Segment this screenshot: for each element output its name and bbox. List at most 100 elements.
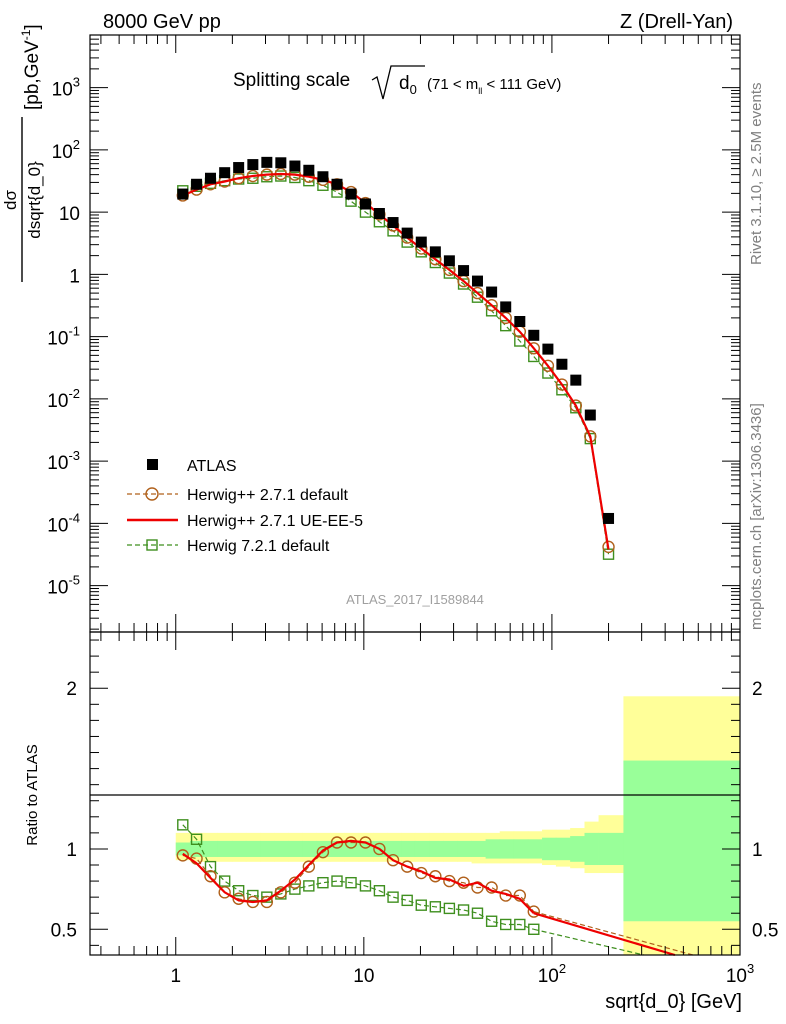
header-right: Z (Drell-Yan) bbox=[620, 11, 733, 33]
ratio-band-green bbox=[513, 839, 529, 859]
rivet-label: Rivet 3.1.10, ≥ 2.5M events bbox=[748, 83, 765, 266]
ratio-band-green bbox=[471, 840, 486, 857]
ratio-point-herwig-7-2-1-default bbox=[289, 883, 301, 895]
ratio-band-green bbox=[231, 840, 247, 857]
ratio-point-herwig-7-2-1-default bbox=[457, 904, 470, 916]
ratio-line-herwig-2-7-1-default bbox=[182, 841, 535, 912]
main-point-atlas bbox=[584, 409, 596, 421]
ratio-point-herwig-2-7-1-default bbox=[400, 860, 414, 873]
ratio-y-tick-label: 2 bbox=[66, 679, 77, 700]
ratio-point-herwig-7-2-1-default bbox=[177, 819, 189, 831]
ratio-point-herwig-7-2-1-default bbox=[232, 885, 245, 897]
main-point-atlas bbox=[542, 343, 554, 355]
ratio-y-ticks: 0.5 0.5 1 1 2 2 bbox=[51, 639, 778, 946]
ylabel-unit-sup: -1 bbox=[19, 29, 33, 40]
ratio-point-herwig-7-2-1-default bbox=[317, 876, 329, 889]
legend: ATLAS Herwig++ 2.7.1 default Herwig++ 2.… bbox=[127, 458, 363, 555]
x-tick-label: 1 bbox=[170, 966, 181, 987]
main-y-tick-label: 1 bbox=[69, 266, 80, 287]
ratio-y-tick-label-right: 0.5 bbox=[752, 920, 778, 941]
main-point-atlas bbox=[331, 178, 343, 190]
ylabel-unit: [pb,GeV bbox=[22, 40, 43, 110]
ratio-band-green bbox=[414, 840, 430, 857]
ratio-point-herwig-2-7-1-default bbox=[302, 860, 316, 873]
main-point-atlas bbox=[247, 159, 259, 171]
ratio-band-green bbox=[288, 840, 303, 857]
ratio-point-herwig-7-2-1-default bbox=[190, 833, 203, 845]
main-point-atlas bbox=[429, 246, 441, 258]
main-y-tick-label: 10-2 bbox=[47, 386, 80, 412]
main-point-atlas bbox=[289, 160, 301, 172]
main-point-atlas bbox=[177, 188, 189, 200]
main-point-atlas bbox=[514, 315, 526, 327]
main-point-atlas bbox=[303, 164, 315, 176]
main-y-tick-label: 10-4 bbox=[47, 510, 80, 536]
main-point-atlas bbox=[443, 255, 455, 267]
main-point-herwig-2-7-1-default bbox=[602, 540, 615, 554]
ylabel-numerator: dσ bbox=[1, 190, 20, 210]
main-point-atlas bbox=[373, 208, 385, 220]
main-series-layer bbox=[176, 156, 615, 560]
main-y-ticks: 10-5 10-4 10-3 10-2 10-1 1 10 102 103 bbox=[47, 34, 740, 630]
ratio-y-tick-label-right: 1 bbox=[752, 840, 763, 861]
main-point-atlas bbox=[486, 286, 498, 298]
main-point-herwig-7-2-1-default bbox=[514, 335, 526, 347]
x-tick-label: 103 bbox=[726, 961, 754, 987]
ratio-line-herwig-7-2-1-default bbox=[182, 824, 534, 930]
ratio-band-green bbox=[570, 836, 585, 862]
main-point-atlas bbox=[528, 329, 540, 341]
analysis-watermark: ATLAS_2017_I1589844 bbox=[346, 592, 484, 607]
main-y-tick-label: 103 bbox=[52, 75, 80, 101]
main-point-atlas bbox=[556, 358, 568, 370]
ratio-band-green bbox=[485, 839, 501, 859]
main-point-atlas bbox=[458, 265, 470, 277]
legend-entry-atlas: ATLAS bbox=[147, 458, 237, 475]
main-point-atlas bbox=[204, 172, 216, 184]
ratio-band-green bbox=[302, 840, 317, 857]
ratio-band-green bbox=[499, 839, 515, 859]
ratio-point-herwig-7-2-1-default bbox=[204, 860, 217, 873]
ratio-point-herwig-7-2-1-default bbox=[331, 875, 343, 887]
ratio-tail-herwig-7-2-1-default bbox=[533, 928, 644, 956]
ratio-tail-herwig-2-7-1-default bbox=[533, 911, 694, 956]
ratio-point-herwig-7-2-1-default bbox=[247, 889, 259, 902]
main-point-herwig-2-7-1-default bbox=[527, 342, 540, 355]
main-x-ticks bbox=[100, 35, 741, 632]
ratio-point-herwig-7-2-1-default bbox=[218, 875, 231, 887]
ratio-point-herwig-2-7-1-default bbox=[513, 889, 527, 902]
legend-label-atlas: ATLAS bbox=[187, 458, 237, 475]
x-tick-label: 102 bbox=[538, 961, 566, 987]
ratio-point-herwig-2-7-1-default bbox=[176, 849, 189, 862]
title-sqrt-sign bbox=[371, 65, 425, 100]
ratio-point-herwig-2-7-1-default bbox=[527, 905, 540, 918]
main-point-herwig-2-7-1-default bbox=[569, 399, 583, 412]
main-y-tick-label: 10-5 bbox=[47, 573, 80, 599]
ratio-panel: 1 10 102 103 0.5 0.5 1 1 2 2 Ratio to ATLAS sqrt… bbox=[24, 631, 778, 1013]
legend-entry-herwigpp-default: Herwig++ 2.7.1 default bbox=[127, 487, 349, 504]
ratio-point-herwig-7-2-1-default bbox=[345, 876, 357, 889]
plot-title: Splitting scale d0 (71 < mll < 111 GeV) bbox=[233, 65, 561, 100]
x-tick-label: 10 bbox=[353, 966, 374, 987]
svg-text:d0: d0 bbox=[399, 73, 417, 97]
legend-marker-herwig7-default bbox=[146, 539, 158, 551]
title-sqrt-sub: 0 bbox=[410, 82, 417, 97]
main-point-atlas bbox=[317, 171, 329, 183]
title-sqrt-d: d bbox=[399, 73, 410, 94]
ratio-point-herwig-2-7-1-default bbox=[204, 870, 217, 883]
ratio-line-herwig-2-7-1-ue-ee-5 bbox=[182, 839, 535, 914]
ratio-band-green bbox=[598, 832, 624, 866]
ratio-y-label: Ratio to ATLAS bbox=[24, 744, 41, 845]
main-point-atlas bbox=[471, 275, 483, 287]
ratio-y-tick-label: 0.5 bbox=[51, 920, 77, 941]
main-y-tick-label: 102 bbox=[52, 137, 80, 163]
ratio-point-herwig-7-2-1-default bbox=[303, 880, 315, 892]
main-point-atlas bbox=[603, 512, 615, 524]
ratio-band-green bbox=[401, 840, 416, 857]
main-point-atlas bbox=[401, 227, 413, 239]
main-point-atlas bbox=[500, 301, 512, 313]
legend-entry-herwig7-default: Herwig 7.2.1 default bbox=[127, 538, 330, 555]
ylabel-unit-close: ] bbox=[22, 24, 43, 29]
ratio-point-herwig-2-7-1-default bbox=[386, 853, 400, 867]
main-point-atlas bbox=[570, 374, 582, 386]
ratio-point-herwig-7-2-1-default bbox=[528, 923, 540, 935]
